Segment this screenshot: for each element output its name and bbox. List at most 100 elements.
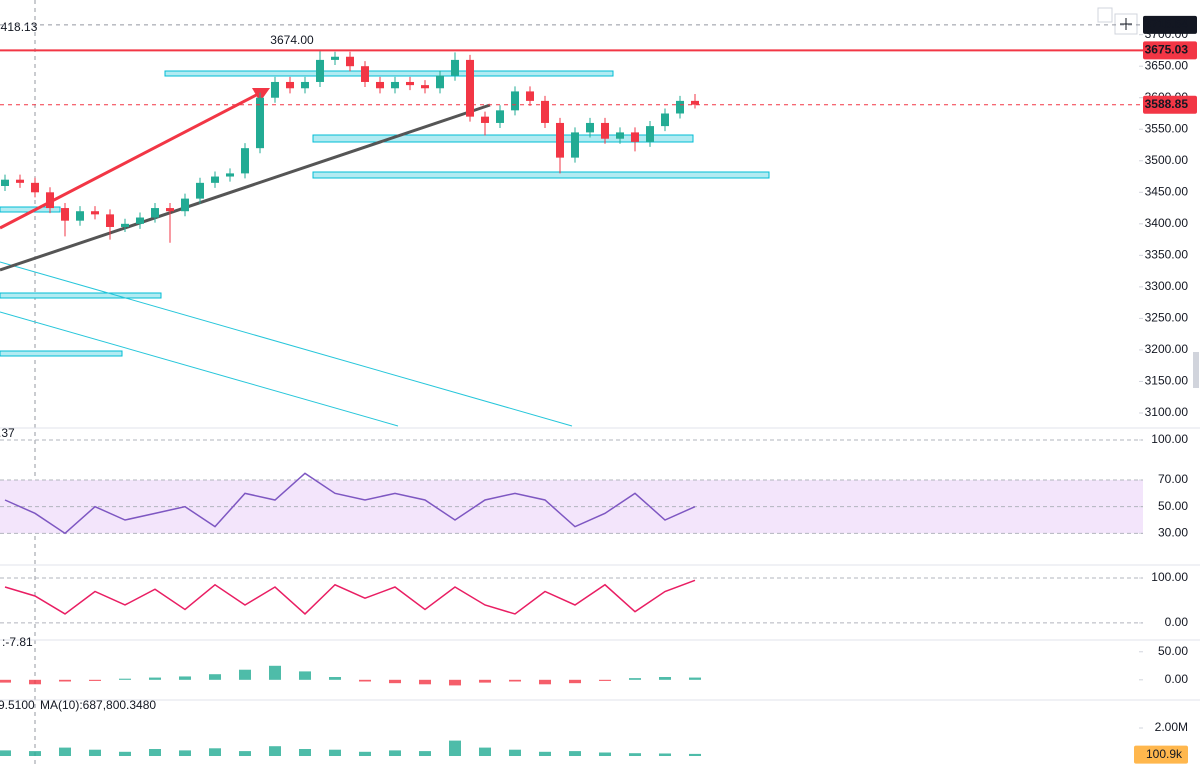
legend-value: MA(10):687,800.3480 xyxy=(40,698,156,712)
bar xyxy=(299,671,311,680)
trend-line xyxy=(0,311,399,427)
y-tick-label: 0.00 xyxy=(1165,672,1189,686)
icon-box[interactable] xyxy=(1097,7,1113,23)
trend-line xyxy=(0,103,491,272)
candle-body xyxy=(346,56,354,67)
bar xyxy=(179,676,191,680)
bar xyxy=(659,677,671,680)
y-tick-label: 3450.00 xyxy=(1145,184,1189,198)
candle-body xyxy=(526,91,534,101)
bar xyxy=(89,679,101,681)
y-tick-label: 3650.00 xyxy=(1145,58,1189,72)
indicator-line xyxy=(4,579,696,615)
bar xyxy=(329,749,341,756)
candle-body xyxy=(46,192,54,209)
zone-box xyxy=(312,134,694,143)
bar xyxy=(539,679,551,685)
price-tag xyxy=(1143,95,1197,114)
bar xyxy=(419,751,431,756)
y-tick-label: 0.00 xyxy=(1165,615,1189,629)
bar xyxy=(539,751,551,756)
bar xyxy=(269,665,281,680)
legend-value: :-7.81 xyxy=(2,635,33,649)
candle-body xyxy=(16,179,24,183)
candle-body xyxy=(451,59,459,76)
candle-body xyxy=(286,81,294,89)
bar xyxy=(569,679,581,684)
candle-body xyxy=(601,122,609,139)
candle-body xyxy=(316,59,324,82)
candle-body xyxy=(391,81,399,89)
bar xyxy=(119,678,131,680)
candle-body xyxy=(361,66,369,82)
bar xyxy=(119,751,131,756)
candle-body xyxy=(511,91,519,111)
candle-body xyxy=(181,198,189,212)
candle-body xyxy=(76,211,84,221)
candle-body xyxy=(376,81,384,89)
bar xyxy=(29,679,41,685)
bar xyxy=(689,753,701,756)
candle-body xyxy=(61,208,69,221)
candle-body xyxy=(691,100,699,105)
candle-body xyxy=(166,208,174,212)
bar xyxy=(269,746,281,756)
trend-line xyxy=(0,261,573,427)
candle-body xyxy=(646,126,654,142)
bar xyxy=(0,750,11,756)
bar xyxy=(239,669,251,680)
bar xyxy=(209,674,221,680)
legend-value: .37 xyxy=(0,426,15,440)
candle-body xyxy=(541,100,549,123)
bar xyxy=(329,677,341,680)
bar xyxy=(419,679,431,685)
y-tick-label: 3200.00 xyxy=(1145,342,1189,356)
candle-body xyxy=(421,85,429,89)
high-marker: 3674.00 xyxy=(270,33,314,47)
bar xyxy=(629,678,641,680)
candle-body xyxy=(616,132,624,139)
bar xyxy=(89,749,101,756)
arrow-head xyxy=(252,88,270,102)
candle-body xyxy=(556,122,564,158)
candle-body xyxy=(466,59,474,117)
price-tag-label: 100.9k xyxy=(1146,747,1183,761)
y-tick-label: 50.00 xyxy=(1158,499,1188,513)
bar xyxy=(149,749,161,756)
zone-box xyxy=(312,171,770,179)
legend-value: 9.5100 xyxy=(0,698,35,712)
candle-body xyxy=(271,81,279,98)
bar xyxy=(449,740,461,756)
y-tick-label: 100.00 xyxy=(1151,570,1188,584)
candle-body xyxy=(571,132,579,158)
candle-body xyxy=(406,81,414,86)
y-tick-label: 2.00M xyxy=(1155,720,1188,734)
candle-body xyxy=(661,113,669,127)
bar xyxy=(179,750,191,756)
candle-body xyxy=(91,211,99,215)
candle-body xyxy=(211,176,219,183)
y-tick-label: 30.00 xyxy=(1158,526,1188,540)
price-tag-label: 3588.85 xyxy=(1145,97,1189,111)
bar xyxy=(389,679,401,684)
bar xyxy=(149,677,161,680)
bar xyxy=(509,679,521,682)
candle-body xyxy=(136,217,144,224)
candle-body xyxy=(481,116,489,123)
candle-body xyxy=(301,81,309,89)
legend-value: 3418.13 xyxy=(0,20,38,34)
bar xyxy=(359,679,371,682)
y-tick-label: 50.00 xyxy=(1158,644,1188,658)
y-tick-label: 3250.00 xyxy=(1145,311,1189,325)
y-tick-label: 3350.00 xyxy=(1145,248,1189,262)
zone-box xyxy=(0,350,123,357)
bar xyxy=(29,751,41,756)
y-tick-label: 3400.00 xyxy=(1145,216,1189,230)
y-tick-label: 70.00 xyxy=(1158,472,1188,486)
price-tag-label: 3715.54 xyxy=(1145,17,1189,31)
candle-body xyxy=(121,223,129,227)
candle-body xyxy=(1,179,9,186)
bar xyxy=(299,749,311,756)
